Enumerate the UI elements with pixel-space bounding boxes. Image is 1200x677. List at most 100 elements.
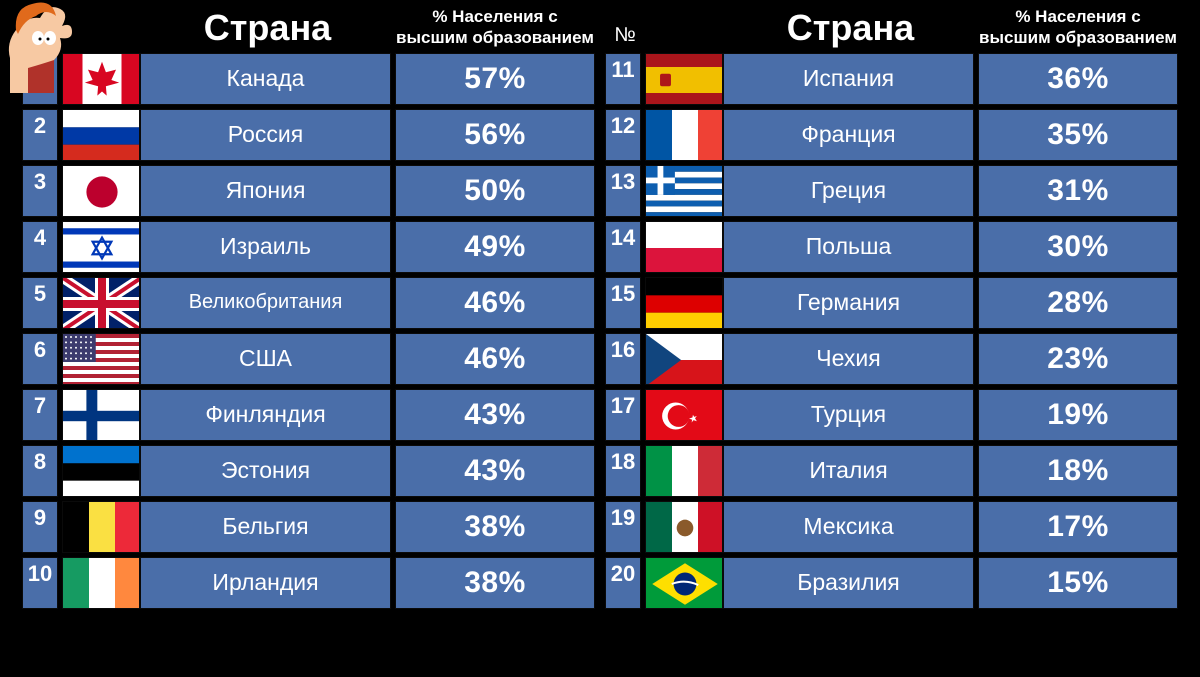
rank-value: 11 xyxy=(611,57,634,83)
pct-cell: 49% xyxy=(395,221,595,273)
header-rank: № xyxy=(605,24,645,49)
pct-value: 28% xyxy=(1047,286,1109,320)
country-name: Канада xyxy=(227,65,305,92)
pct-value: 36% xyxy=(1047,62,1109,96)
rank-cell: 12 xyxy=(605,109,641,161)
header-country: Страна xyxy=(723,7,978,49)
flag-ca-icon xyxy=(62,53,140,105)
flag-cell xyxy=(62,333,136,385)
rank-value: 4 xyxy=(34,225,46,251)
pct-value: 17% xyxy=(1047,510,1109,544)
flag-fr-icon xyxy=(645,109,723,161)
flag-gr-icon xyxy=(645,165,723,217)
rank-cell: 11 xyxy=(605,53,641,105)
country-name: Финляндия xyxy=(205,401,325,428)
country-name: Италия xyxy=(809,457,887,484)
flag-de-icon xyxy=(645,277,723,329)
country-cell: Бельгия xyxy=(140,501,391,553)
rank-cell: 19 xyxy=(605,501,641,553)
country-cell: Мексика xyxy=(723,501,974,553)
rank-cell: 8 xyxy=(22,445,58,497)
country-name: Бразилия xyxy=(797,569,900,596)
rank-value: 9 xyxy=(34,505,46,531)
flag-cell xyxy=(62,445,136,497)
country-name: Чехия xyxy=(816,345,880,372)
rank-cell: 9 xyxy=(22,501,58,553)
rank-cell: 14 xyxy=(605,221,641,273)
pct-value: 35% xyxy=(1047,118,1109,152)
pct-value: 38% xyxy=(464,510,526,544)
rank-cell: 5 xyxy=(22,277,58,329)
country-cell: Израиль xyxy=(140,221,391,273)
table-row: 1 Канада 57% xyxy=(22,53,595,105)
table-row: 13Греция31% xyxy=(605,165,1178,217)
country-cell: Финляндия xyxy=(140,389,391,441)
rank-cell: 2 xyxy=(22,109,58,161)
flag-cell xyxy=(645,445,719,497)
country-name: Япония xyxy=(226,177,306,204)
pct-value: 43% xyxy=(464,398,526,432)
flag-cell xyxy=(645,501,719,553)
country-cell: Чехия xyxy=(723,333,974,385)
header-rank: № xyxy=(22,24,62,49)
rank-value: 7 xyxy=(34,393,46,419)
flag-mx-icon xyxy=(645,501,723,553)
rank-cell: 6 xyxy=(22,333,58,385)
rank-value: 13 xyxy=(611,169,635,195)
pct-value: 56% xyxy=(464,118,526,152)
pct-value: 46% xyxy=(464,286,526,320)
rank-cell: 16 xyxy=(605,333,641,385)
pct-cell: 18% xyxy=(978,445,1178,497)
pct-value: 46% xyxy=(464,342,526,376)
table-row: 12Франция35% xyxy=(605,109,1178,161)
rank-value: 1 xyxy=(34,57,46,83)
pct-cell: 57% xyxy=(395,53,595,105)
table-row: 5Великобритания46% xyxy=(22,277,595,329)
pct-cell: 17% xyxy=(978,501,1178,553)
table-row: 8Эстония43% xyxy=(22,445,595,497)
country-cell: Испания xyxy=(723,53,974,105)
flag-cell xyxy=(62,501,136,553)
country-name: Израиль xyxy=(220,233,311,260)
rank-cell: 18 xyxy=(605,445,641,497)
pct-value: 31% xyxy=(1047,174,1109,208)
pct-value: 15% xyxy=(1047,566,1109,600)
table-row: 18 Италия 18% xyxy=(605,445,1178,497)
country-cell: Канада xyxy=(140,53,391,105)
pct-value: 38% xyxy=(464,566,526,600)
flag-be-icon xyxy=(62,501,140,553)
flag-pl-icon xyxy=(645,221,723,273)
flag-tr-icon xyxy=(645,389,723,441)
table-row: 3Япония50% xyxy=(22,165,595,217)
flag-ie-icon xyxy=(62,557,140,609)
country-cell: Германия xyxy=(723,277,974,329)
table-left: № Страна % Населения с высшим образовани… xyxy=(22,6,595,667)
rank-value: 10 xyxy=(28,561,52,587)
rank-value: 6 xyxy=(34,337,46,363)
flag-br-icon xyxy=(645,557,723,609)
table-row: 17Турция19% xyxy=(605,389,1178,441)
flag-cell xyxy=(645,277,719,329)
flag-cell xyxy=(645,165,719,217)
rank-value: 18 xyxy=(611,449,635,475)
flag-cell xyxy=(62,557,136,609)
pct-cell: 36% xyxy=(978,53,1178,105)
rank-value: 19 xyxy=(611,505,635,531)
flag-cz-icon xyxy=(645,333,723,385)
flag-jp-icon xyxy=(62,165,140,217)
country-cell: Турция xyxy=(723,389,974,441)
flag-cell xyxy=(62,165,136,217)
rank-cell: 17 xyxy=(605,389,641,441)
flag-cell xyxy=(62,53,136,105)
rank-value: 12 xyxy=(611,113,635,139)
table-row: 16Чехия23% xyxy=(605,333,1178,385)
pct-value: 30% xyxy=(1047,230,1109,264)
table-row: 15Германия28% xyxy=(605,277,1178,329)
pct-value: 50% xyxy=(464,174,526,208)
country-name: Испания xyxy=(803,65,894,92)
rank-cell: 13 xyxy=(605,165,641,217)
table-row: 4 Израиль 49% xyxy=(22,221,595,273)
pct-cell: 35% xyxy=(978,109,1178,161)
rank-cell: 7 xyxy=(22,389,58,441)
pct-cell: 15% xyxy=(978,557,1178,609)
